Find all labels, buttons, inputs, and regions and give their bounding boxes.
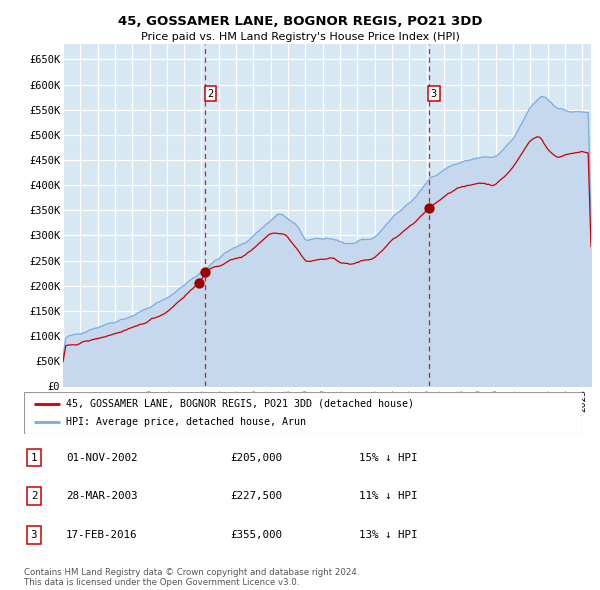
Point bbox=[200, 267, 210, 277]
Text: 3: 3 bbox=[31, 530, 37, 540]
Text: 15% ↓ HPI: 15% ↓ HPI bbox=[359, 453, 418, 463]
Text: 13% ↓ HPI: 13% ↓ HPI bbox=[359, 530, 418, 540]
Text: £355,000: £355,000 bbox=[230, 530, 283, 540]
Text: HPI: Average price, detached house, Arun: HPI: Average price, detached house, Arun bbox=[66, 418, 306, 428]
Text: Contains HM Land Registry data © Crown copyright and database right 2024.
This d: Contains HM Land Registry data © Crown c… bbox=[24, 568, 359, 587]
Text: 45, GOSSAMER LANE, BOGNOR REGIS, PO21 3DD (detached house): 45, GOSSAMER LANE, BOGNOR REGIS, PO21 3D… bbox=[66, 399, 414, 409]
Point bbox=[194, 278, 203, 288]
Point bbox=[424, 203, 433, 212]
Text: 17-FEB-2016: 17-FEB-2016 bbox=[66, 530, 137, 540]
Text: 2: 2 bbox=[31, 491, 37, 501]
Text: 1: 1 bbox=[31, 453, 37, 463]
Text: 11% ↓ HPI: 11% ↓ HPI bbox=[359, 491, 418, 501]
Text: Price paid vs. HM Land Registry's House Price Index (HPI): Price paid vs. HM Land Registry's House … bbox=[140, 32, 460, 42]
Text: £205,000: £205,000 bbox=[230, 453, 283, 463]
Text: 01-NOV-2002: 01-NOV-2002 bbox=[66, 453, 137, 463]
Text: 3: 3 bbox=[431, 89, 437, 99]
Text: 2: 2 bbox=[208, 89, 214, 99]
Text: 45, GOSSAMER LANE, BOGNOR REGIS, PO21 3DD: 45, GOSSAMER LANE, BOGNOR REGIS, PO21 3D… bbox=[118, 15, 482, 28]
Text: £227,500: £227,500 bbox=[230, 491, 283, 501]
Text: 28-MAR-2003: 28-MAR-2003 bbox=[66, 491, 137, 501]
